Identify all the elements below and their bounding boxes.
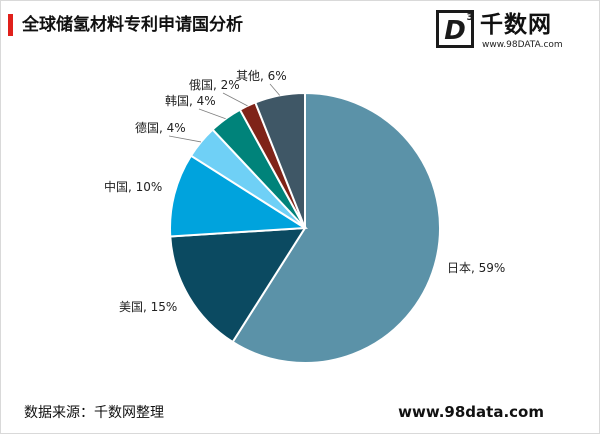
pie-slice-2: [169, 154, 309, 238]
data-source-note: 数据来源：千数网整理: [24, 405, 164, 421]
brand-mark-superscript: 3: [467, 12, 474, 23]
slice-label-5: 俄国, 2%: [189, 78, 240, 92]
leader-line-3: [168, 135, 202, 143]
pie-slice-1: [169, 226, 307, 344]
chart-title: 全球储氢材料专利申请国分析: [22, 15, 243, 35]
title-accent-bar: [8, 14, 13, 36]
pie-leader-lines: [168, 83, 281, 143]
slice-label-0: 日本, 59%: [447, 261, 505, 275]
slice-label-1: 美国, 15%: [119, 300, 177, 314]
pie-labels: 日本, 59% 美国, 15% 中国, 10% 德国, 4% 韩国, 4%俄国, 2%其…: [104, 69, 505, 314]
brand-logo: D 3 千数网 www.98DATA.com: [434, 6, 594, 54]
slice-label-6: 其他, 6%: [236, 69, 287, 83]
footer-website-url: www.98data.com: [398, 403, 544, 421]
brand-mark-icon: D 3: [436, 10, 474, 48]
pie-slice-0: [231, 91, 442, 364]
slice-label-3: 德国, 4%: [135, 120, 186, 135]
brand-url: www.98DATA.com: [482, 40, 563, 50]
slice-label-4: 韩国, 4%: [165, 93, 216, 108]
pie-slices: [169, 91, 442, 364]
brand-mark-letter: D: [444, 16, 466, 46]
leader-line-4: [198, 108, 226, 120]
brand-name: 千数网: [480, 12, 552, 38]
leader-line-6: [269, 83, 281, 96]
pie-slice-6: [254, 91, 306, 229]
leader-line-5: [222, 92, 248, 107]
slice-label-2: 中国, 10%: [104, 179, 162, 194]
